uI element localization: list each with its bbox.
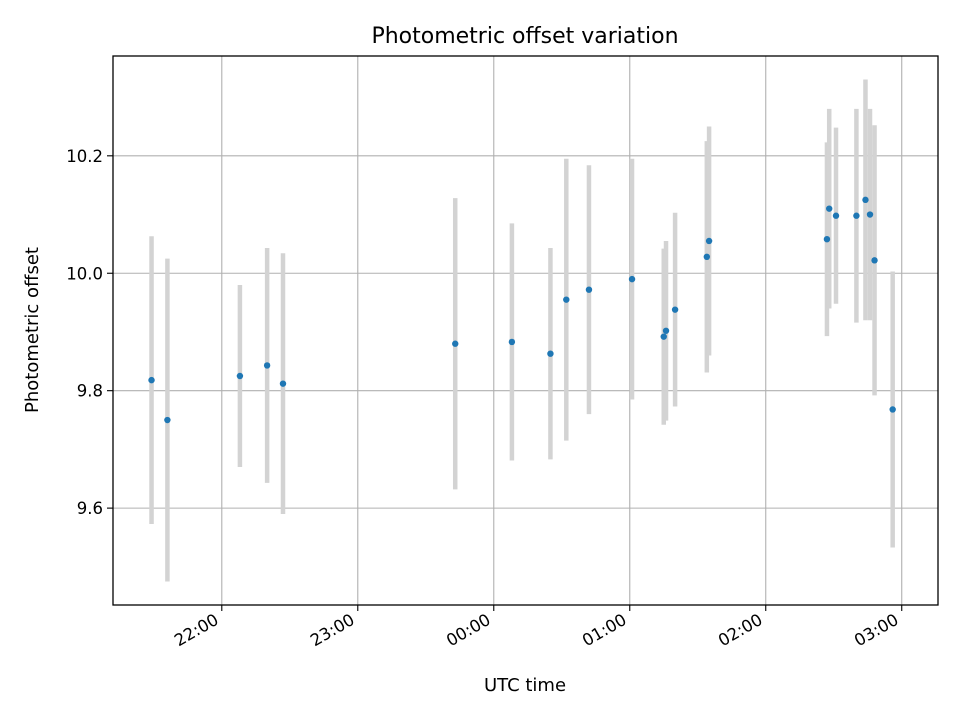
data-point xyxy=(671,306,679,313)
y-axis-label: Photometric offset xyxy=(22,247,43,413)
errorbars xyxy=(149,79,895,582)
data-point xyxy=(832,212,840,219)
data-point xyxy=(826,205,833,212)
data-point xyxy=(585,286,593,293)
y-tick-label: 9.6 xyxy=(77,499,103,518)
y-axis-ticks: 9.6 9.8 10.0 10.2 xyxy=(66,147,113,518)
plot-frame xyxy=(112,55,939,606)
data-point xyxy=(660,333,667,340)
data-point xyxy=(823,235,831,243)
data-point xyxy=(279,380,287,387)
y-tick-label: 10.0 xyxy=(66,264,103,283)
x-tick-label: 00:00 xyxy=(443,610,494,650)
data-points xyxy=(148,196,896,424)
data-point xyxy=(871,257,878,264)
data-point xyxy=(164,416,171,424)
data-point xyxy=(236,372,244,380)
x-tick-label: 02:00 xyxy=(715,610,766,650)
y-tick-label: 10.2 xyxy=(66,147,103,166)
data-point xyxy=(866,211,874,218)
data-point xyxy=(628,275,636,283)
x-tick-label: 01:00 xyxy=(579,610,630,650)
data-point xyxy=(148,376,155,384)
data-point xyxy=(889,406,896,413)
data-point xyxy=(703,253,711,261)
data-point xyxy=(862,196,869,204)
data-point xyxy=(563,296,570,303)
data-point xyxy=(705,237,713,245)
data-point xyxy=(452,340,459,347)
chart-title: Photometric offset variation xyxy=(371,24,678,49)
x-tick-label: 22:00 xyxy=(171,610,222,650)
data-point xyxy=(547,350,554,357)
x-axis-ticks: 22:00 23:00 00:00 01:00 02:00 03:00 xyxy=(171,605,903,650)
x-tick-label: 03:00 xyxy=(851,610,902,650)
x-tick-label: 23:00 xyxy=(307,610,358,650)
y-tick-label: 9.8 xyxy=(77,382,103,401)
data-point xyxy=(853,212,860,219)
grid xyxy=(113,56,938,605)
data-point xyxy=(263,362,271,369)
x-axis-label: UTC time xyxy=(484,675,566,696)
data-point xyxy=(508,338,516,346)
data-point xyxy=(662,327,670,334)
